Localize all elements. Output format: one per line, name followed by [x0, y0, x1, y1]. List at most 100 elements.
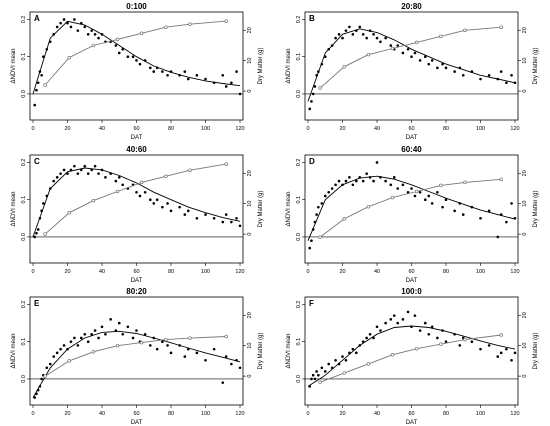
- ndvi-point: [73, 336, 76, 340]
- ndvi-point: [204, 213, 207, 216]
- dry-matter-point: [67, 359, 71, 363]
- x-tick-label: 20: [339, 126, 345, 132]
- y-axis-label: ΔNDVI mean: [286, 48, 292, 83]
- dry-matter-point: [188, 336, 192, 340]
- ndvi-point: [487, 344, 491, 347]
- ndvi-point: [372, 33, 375, 36]
- ndvi-point: [35, 88, 38, 92]
- ndvi-point: [121, 332, 124, 336]
- ndvi-point: [406, 190, 410, 194]
- ndvi-point: [117, 176, 121, 179]
- x-tick-label: 120: [510, 126, 519, 132]
- ndvi-point: [221, 220, 225, 224]
- panel-title: 40:60: [126, 145, 147, 154]
- ndvi-fit-line: [307, 325, 516, 387]
- ndvi-point: [441, 62, 444, 66]
- ndvi-point: [143, 332, 147, 336]
- x-axis-label: DAT: [131, 135, 143, 141]
- x-axis-label: DAT: [406, 420, 418, 426]
- ndvi-point: [135, 329, 138, 332]
- y2-tick-label: 0: [247, 233, 253, 236]
- x-tick-label: 40: [374, 269, 380, 275]
- ndvi-point: [427, 332, 431, 336]
- x-tick-label: 120: [235, 269, 244, 275]
- ndvi-fit-line: [32, 167, 241, 238]
- ndvi-point: [59, 21, 62, 25]
- ndvi-point: [341, 36, 344, 40]
- plot-frame: [29, 154, 244, 264]
- ndvi-point: [221, 381, 225, 384]
- dry-matter-point: [318, 235, 322, 239]
- dry-matter-point: [139, 31, 144, 36]
- ndvi-point: [389, 44, 393, 47]
- ndvi-point: [406, 310, 410, 314]
- y-tick-label: 0.1: [21, 338, 27, 346]
- ndvi-point: [100, 325, 104, 329]
- ndvi-point: [323, 370, 327, 373]
- y-axis-label: ΔNDVI mean: [11, 48, 17, 83]
- dry-matter-point: [115, 37, 120, 42]
- y2-tick-label: 0: [247, 90, 253, 93]
- dry-matter-point: [43, 232, 47, 236]
- ndvi-point: [166, 202, 169, 205]
- dry-matter-point: [188, 168, 192, 172]
- ndvi-point: [93, 33, 97, 36]
- x-tick-label: 100: [201, 269, 210, 275]
- ndvi-point: [444, 340, 448, 343]
- ndvi-point: [69, 340, 73, 343]
- ndvi-point: [195, 351, 199, 355]
- dry-matter-line: [44, 336, 227, 377]
- ndvi-point: [195, 217, 199, 220]
- y2-tick-label: 10: [522, 343, 528, 349]
- ndvi-point: [479, 77, 482, 81]
- dry-matter-point: [439, 34, 443, 39]
- ndvi-point: [351, 183, 355, 187]
- x-tick-label: 0: [306, 126, 309, 132]
- panel-title: 100:0: [401, 287, 422, 296]
- ndvi-point: [430, 59, 434, 62]
- x-tick-label: 120: [235, 126, 244, 132]
- dry-matter-point: [91, 43, 96, 48]
- ndvi-point: [183, 70, 187, 73]
- panel-letter: D: [309, 157, 315, 166]
- ndvi-point: [327, 190, 331, 194]
- ndvi-point: [311, 373, 315, 377]
- ndvi-point: [313, 85, 317, 88]
- ndvi-point: [313, 377, 317, 381]
- ndvi-point: [166, 74, 169, 77]
- ndvi-point: [45, 366, 49, 370]
- dry-matter-point: [390, 195, 395, 200]
- ndvi-point: [104, 332, 107, 336]
- dry-matter-point: [463, 180, 467, 185]
- y2-axis-label: Dry Matter (g): [258, 332, 264, 369]
- x-tick-label: 40: [374, 411, 380, 417]
- ndvi-point: [505, 347, 508, 351]
- ndvi-point: [155, 198, 159, 201]
- ndvi-point: [436, 336, 439, 340]
- dry-matter-point: [164, 337, 168, 342]
- ndvi-point: [83, 332, 87, 336]
- ndvi-point: [436, 66, 439, 70]
- panel-title: 0:100: [126, 2, 147, 11]
- dry-matter-point: [188, 22, 192, 26]
- ndvi-point: [143, 190, 147, 194]
- ndvi-point: [138, 194, 142, 198]
- dry-matter-point: [439, 342, 443, 346]
- panel-title: 80:20: [126, 287, 147, 296]
- x-tick-label: 20: [339, 269, 345, 275]
- ndvi-point: [238, 92, 242, 96]
- ndvi-point: [149, 66, 152, 70]
- ndvi-point: [33, 235, 37, 239]
- x-tick-label: 100: [201, 411, 210, 417]
- ndvi-point: [126, 325, 130, 329]
- dry-matter-line: [44, 20, 227, 86]
- plot-frame: [304, 154, 519, 264]
- ndvi-point: [406, 47, 410, 51]
- y2-tick-label: 0: [522, 375, 528, 378]
- y2-axis-label: Dry Matter (g): [533, 332, 539, 369]
- ndvi-point: [337, 33, 341, 36]
- x-tick-label: 0: [31, 269, 34, 275]
- ndvi-point: [117, 51, 121, 55]
- x-tick-label: 100: [201, 126, 210, 132]
